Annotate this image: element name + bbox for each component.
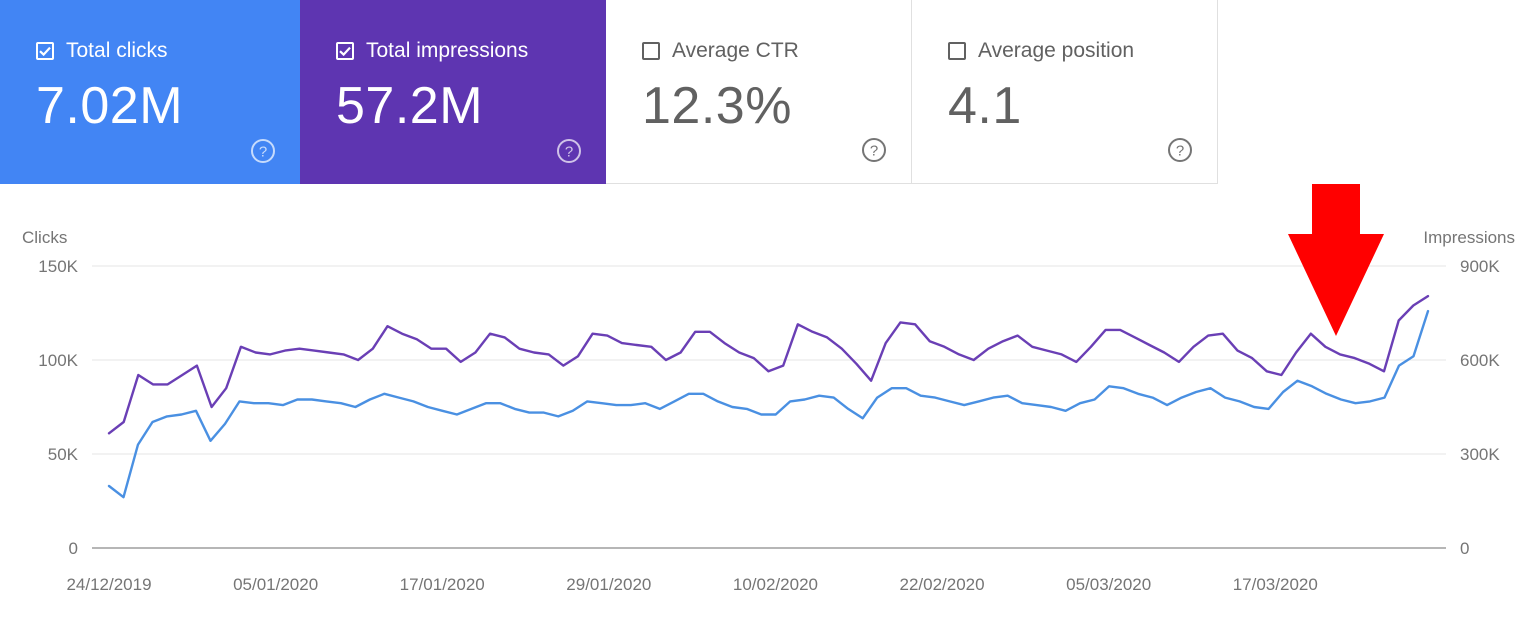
metric-card-total-clicks[interactable]: Total clicks 7.02M ? bbox=[0, 0, 300, 184]
y-left-tick-label: 50K bbox=[48, 445, 79, 464]
x-tick-label: 22/02/2020 bbox=[900, 575, 985, 594]
y-left-tick-label: 150K bbox=[38, 257, 78, 276]
svg-text:?: ? bbox=[1176, 143, 1184, 160]
red-down-arrow bbox=[1288, 184, 1384, 336]
y-left-tick-label: 100K bbox=[38, 351, 78, 370]
x-tick-label: 05/01/2020 bbox=[233, 575, 318, 594]
metric-card-header: Total clicks bbox=[36, 38, 300, 64]
metric-card-average-position[interactable]: Average position 4.1 ? bbox=[912, 0, 1218, 184]
x-tick-label: 17/01/2020 bbox=[400, 575, 485, 594]
svg-text:?: ? bbox=[870, 143, 878, 160]
metric-card-header: Total impressions bbox=[336, 38, 606, 64]
help-circle-icon[interactable]: ? bbox=[1167, 137, 1193, 163]
svg-text:?: ? bbox=[565, 144, 573, 161]
metric-value: 57.2M bbox=[336, 77, 484, 135]
metric-value: 4.1 bbox=[948, 77, 1022, 135]
checkbox-unchecked-icon[interactable] bbox=[642, 42, 660, 60]
series-lines bbox=[107, 294, 1430, 499]
series-line-total-clicks bbox=[107, 309, 1430, 499]
checkbox-checked-icon[interactable] bbox=[336, 42, 354, 60]
metric-value: 12.3% bbox=[642, 77, 792, 135]
x-tick-label: 10/02/2020 bbox=[733, 575, 818, 594]
left-axis-title: Clicks bbox=[22, 228, 67, 247]
y-right-tick-label: 900K bbox=[1460, 257, 1500, 276]
gridlines bbox=[92, 265, 1446, 549]
performance-line-chart: 0 0 50K 300K 100K 600K 150K 900K 24/12/2019 05/01… bbox=[22, 184, 1515, 594]
help-circle-icon[interactable]: ? bbox=[556, 138, 582, 164]
x-tick-label: 24/12/2019 bbox=[66, 575, 151, 594]
metric-cards: Total clicks 7.02M ? Total impressions 5… bbox=[0, 0, 1218, 184]
series-line-total-impressions bbox=[107, 294, 1430, 435]
x-tick-label: 29/01/2020 bbox=[566, 575, 651, 594]
metric-label: Average position bbox=[978, 39, 1135, 62]
y-right-tick-label: 600K bbox=[1460, 351, 1500, 370]
svg-text:?: ? bbox=[259, 144, 267, 161]
metric-card-average-ctr[interactable]: Average CTR 12.3% ? bbox=[606, 0, 912, 184]
metric-label: Total clicks bbox=[66, 39, 168, 62]
y-right-tick-label: 300K bbox=[1460, 445, 1500, 464]
metric-card-header: Average CTR bbox=[642, 38, 911, 64]
metric-card-total-impressions[interactable]: Total impressions 57.2M ? bbox=[300, 0, 606, 184]
metric-card-header: Average position bbox=[948, 38, 1217, 64]
right-axis-title: Impressions bbox=[1423, 228, 1515, 247]
checkbox-unchecked-icon[interactable] bbox=[948, 42, 966, 60]
x-tick-label: 17/03/2020 bbox=[1233, 575, 1318, 594]
x-tick-label: 05/03/2020 bbox=[1066, 575, 1151, 594]
metric-label: Average CTR bbox=[672, 39, 799, 62]
y-left-tick-label: 0 bbox=[69, 539, 78, 558]
checkbox-checked-icon[interactable] bbox=[36, 42, 54, 60]
metric-label: Total impressions bbox=[366, 39, 529, 62]
axis-ticks: 0 0 50K 300K 100K 600K 150K 900K 24/12/2019 05/01… bbox=[38, 257, 1500, 594]
y-right-tick-label: 0 bbox=[1460, 539, 1469, 558]
metric-value: 7.02M bbox=[36, 77, 184, 135]
help-circle-icon[interactable]: ? bbox=[250, 138, 276, 164]
help-circle-icon[interactable]: ? bbox=[861, 137, 887, 163]
